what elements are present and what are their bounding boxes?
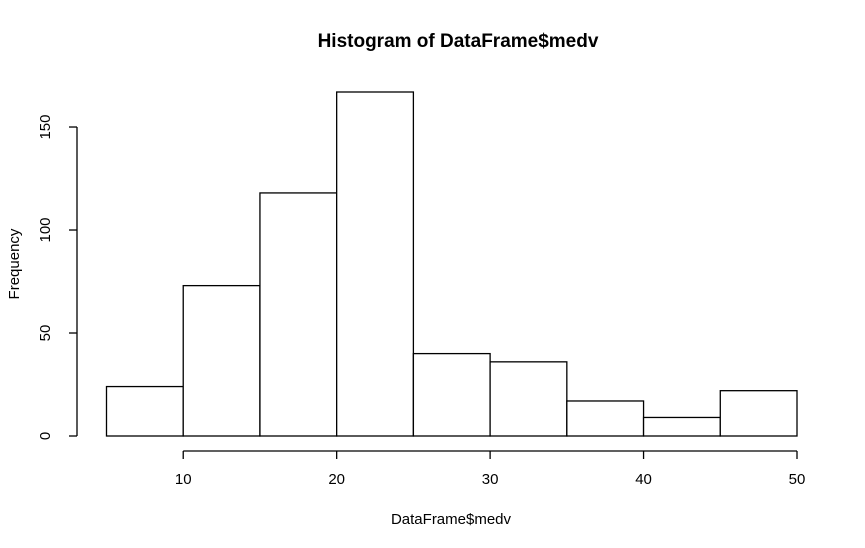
histogram-bar — [489, 361, 568, 437]
x-axis-label: DataFrame$medv — [391, 511, 512, 528]
x-tick-label: 50 — [789, 471, 806, 488]
histogram-bar — [642, 416, 721, 437]
y-tick-label: 0 — [37, 432, 54, 440]
y-tick-label: 150 — [37, 115, 54, 140]
histogram-bar — [412, 352, 491, 437]
x-tick-label: 10 — [175, 471, 192, 488]
y-axis-label: Frequency — [6, 228, 23, 299]
histogram-bar — [105, 385, 184, 437]
x-axis: 10 20 30 40 50 — [175, 450, 806, 488]
x-tick-label: 40 — [635, 471, 652, 488]
y-axis: 0 50 100 150 — [37, 115, 78, 440]
histogram-bar — [336, 91, 415, 437]
histogram-bar — [259, 192, 338, 437]
histogram-bar — [566, 400, 645, 437]
histogram-bar — [719, 390, 798, 437]
x-tick-label: 20 — [328, 471, 345, 488]
chart-title: Histogram of DataFrame$medv — [318, 31, 599, 52]
y-tick-label: 100 — [37, 217, 54, 242]
histogram-bar — [182, 284, 261, 437]
bars-layer — [105, 91, 798, 437]
y-tick-label: 50 — [37, 325, 54, 342]
x-tick-label: 30 — [482, 471, 499, 488]
